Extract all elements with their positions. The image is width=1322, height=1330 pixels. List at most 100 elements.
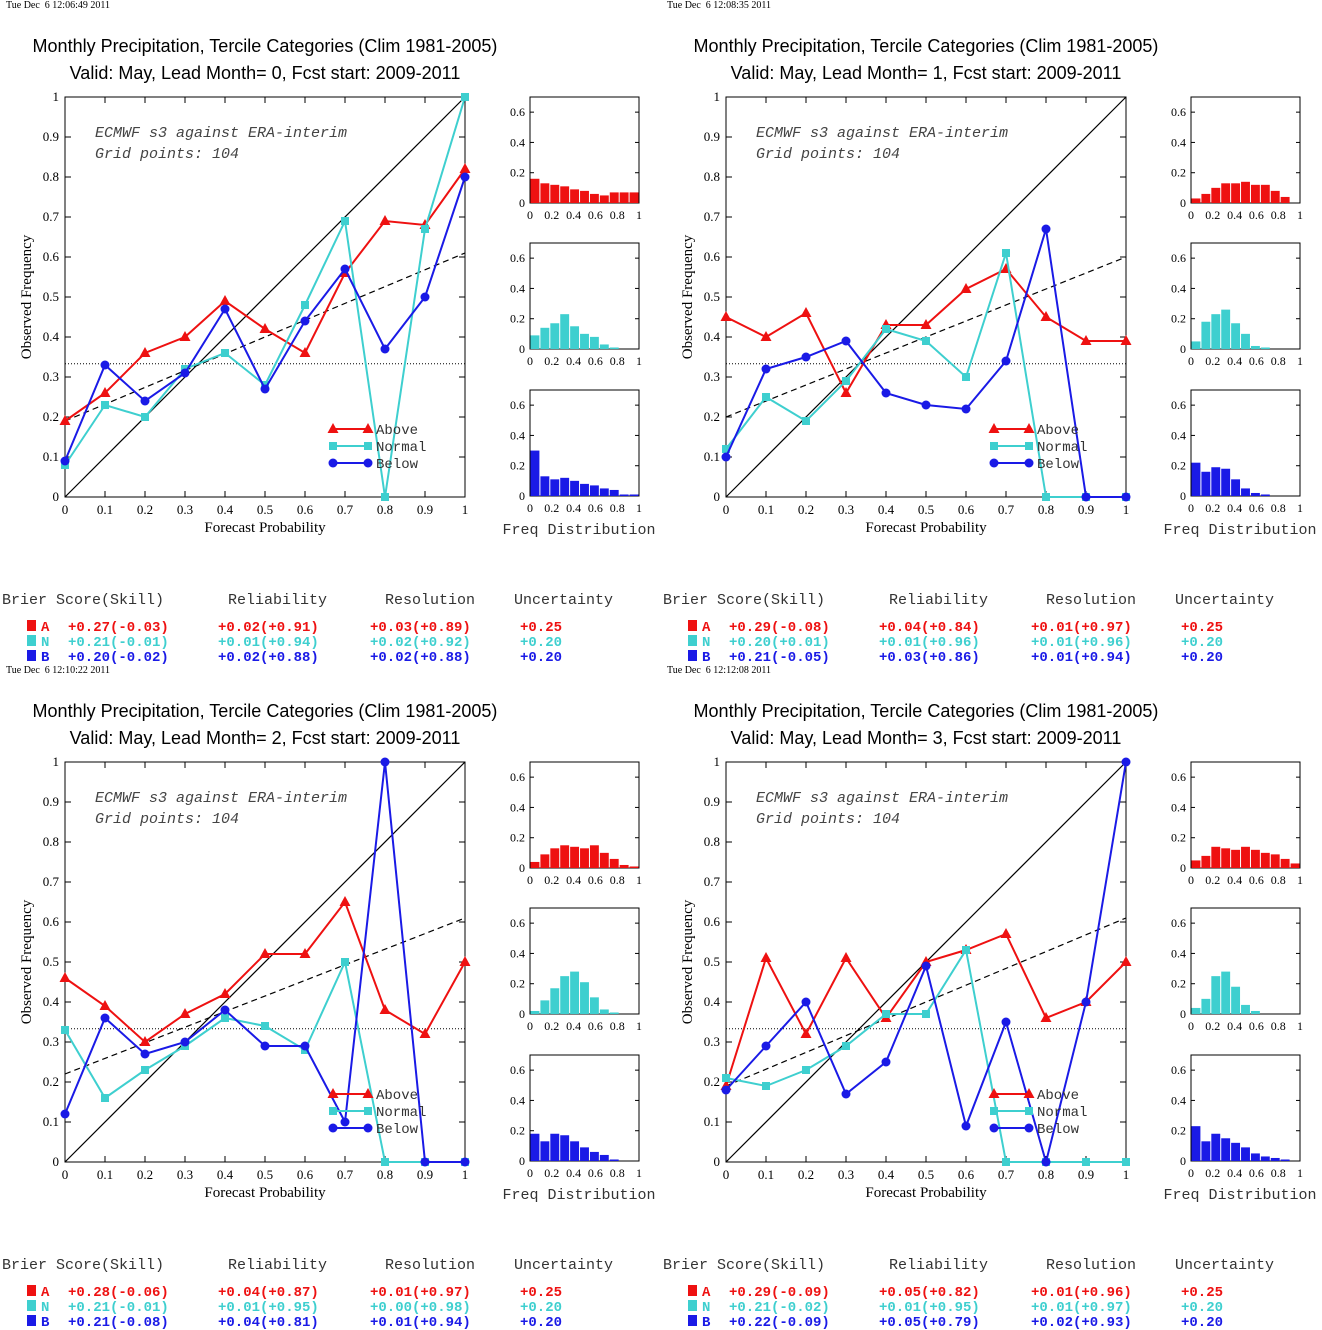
point-above: [1080, 335, 1092, 345]
histogram-bar-normal: [1241, 333, 1250, 349]
histogram-bar-below: [580, 1147, 589, 1161]
point-normal: [341, 958, 349, 966]
x-tick-label: 0.2: [137, 1167, 153, 1182]
legend-marker: [329, 442, 337, 450]
histogram-bar-above: [1241, 181, 1250, 203]
x-tick-label: 0.6: [958, 502, 975, 517]
x-tick-label: 0.6: [297, 1167, 314, 1182]
legend-marker: [329, 1107, 337, 1115]
point-above: [99, 387, 111, 397]
score-category: B: [41, 1315, 50, 1330]
histogram-bar-below: [560, 477, 570, 496]
reliability-score: +0.05(+0.82): [879, 1285, 980, 1301]
point-normal: [61, 1026, 69, 1034]
point-above: [800, 307, 812, 317]
histogram-bar-normal: [599, 344, 609, 349]
legend-marker: [363, 458, 373, 468]
y-tick-label: 0: [714, 489, 721, 504]
x-tick-label: 0.5: [918, 1167, 934, 1182]
hist-x-tick-label: 0.4: [1227, 208, 1242, 222]
point-above: [840, 387, 852, 397]
histogram-bar-below: [1211, 1133, 1221, 1161]
gridpoints-annotation: Grid points: 104: [756, 146, 900, 163]
point-normal: [722, 1074, 730, 1082]
point-normal: [922, 337, 930, 345]
hist-y-tick-label: 0: [1180, 1154, 1186, 1168]
hist-y-tick-label: 0: [519, 861, 525, 875]
hist-x-tick-label: 0: [527, 208, 533, 222]
histogram-bar-normal: [1201, 998, 1211, 1014]
histogram-bar-below: [570, 1141, 580, 1161]
y-tick-label: 0.9: [704, 129, 720, 144]
point-above: [99, 1000, 111, 1010]
uncertainty-score: +0.25: [520, 620, 562, 636]
x-tick-label: 0.2: [137, 502, 153, 517]
chart-subtitle: Valid: May, Lead Month= 0, Fcst start: 2…: [69, 63, 461, 83]
hist-y-tick-label: 0.4: [1171, 800, 1186, 814]
histogram-bar-below: [1201, 1141, 1211, 1161]
x-axis-label: Forecast Probability: [865, 1185, 987, 1201]
y-tick-label: 1: [53, 754, 60, 769]
histogram-bar-below: [589, 1151, 599, 1161]
hist-x-tick-label: 0.2: [544, 1166, 559, 1180]
hist-y-tick-label: 0.4: [1171, 135, 1186, 149]
uncertainty-score: +0.20: [1181, 1300, 1223, 1316]
point-below: [140, 396, 150, 406]
histogram-bar-normal: [530, 335, 540, 349]
histogram-bar-normal: [1191, 341, 1201, 349]
chart-panel-lead-0: Tue Dec 6 12:06:49 2011 Monthly Precipit…: [0, 0, 661, 666]
histogram-bar-below: [1231, 479, 1241, 496]
trend-line: [64, 917, 466, 1075]
histogram-bar-normal: [1231, 323, 1241, 349]
timestamp: Tue Dec 6 12:10:22 2011: [6, 665, 110, 676]
reliability-score: +0.01(+0.94): [218, 635, 319, 651]
point-below: [881, 388, 891, 398]
uncertainty-score: +0.20: [520, 650, 562, 666]
histogram-bar-below: [570, 480, 580, 496]
histogram-bar-below: [629, 494, 639, 496]
x-tick-label: 0.5: [918, 502, 934, 517]
y-tick-label: 1: [714, 89, 721, 104]
hist-x-tick-label: 1: [1297, 1166, 1303, 1180]
score-swatch-b: [688, 650, 697, 661]
score-swatch-n: [27, 635, 36, 646]
hist-x-tick-label: 1: [636, 1166, 642, 1180]
y-tick-label: 0.2: [43, 1074, 59, 1089]
hist-x-tick-label: 0.6: [588, 354, 603, 368]
score-category: A: [702, 1285, 711, 1301]
hist-x-tick-label: 1: [636, 354, 642, 368]
x-tick-label: 0.6: [958, 1167, 975, 1182]
score-category: N: [41, 1300, 49, 1316]
brier-score: +0.21(-0.01): [68, 1300, 169, 1316]
hist-x-tick-label: 0.6: [1249, 873, 1264, 887]
point-normal: [802, 417, 810, 425]
histogram-bar-above: [580, 190, 589, 203]
point-below: [60, 1109, 70, 1119]
hist-x-tick-label: 0.2: [1205, 1166, 1220, 1180]
resolution-score: +0.02(+0.92): [370, 635, 471, 651]
y-tick-label: 0.5: [43, 289, 59, 304]
hist-x-tick-label: 0.2: [1205, 501, 1220, 515]
hist-x-tick-label: 0: [527, 501, 533, 515]
histogram-bar-below: [560, 1135, 570, 1161]
point-above: [219, 295, 231, 305]
timestamp: Tue Dec 6 12:06:49 2011: [6, 0, 110, 11]
histogram-bar-normal: [1221, 309, 1231, 349]
y-tick-label: 0.7: [43, 209, 60, 224]
point-above: [800, 1028, 812, 1038]
x-tick-label: 0.3: [838, 1167, 854, 1182]
reliability-score: +0.01(+0.95): [879, 1300, 980, 1316]
point-normal: [381, 1158, 389, 1166]
hist-y-tick-label: 0.2: [1171, 312, 1186, 326]
x-tick-label: 0.7: [337, 502, 354, 517]
y-tick-label: 0.4: [704, 329, 721, 344]
histogram-bar-above: [609, 192, 619, 203]
point-above: [179, 1008, 191, 1018]
hist-x-tick-label: 0.6: [588, 1019, 603, 1033]
x-tick-label: 0.1: [758, 1167, 774, 1182]
histogram-bar-below: [1211, 467, 1221, 496]
hist-y-tick-label: 0.6: [1171, 916, 1186, 930]
resolution-score: +0.01(+0.96): [1031, 635, 1132, 651]
histogram-bar-below: [1221, 468, 1231, 496]
hist-x-tick-label: 0.8: [1271, 354, 1286, 368]
